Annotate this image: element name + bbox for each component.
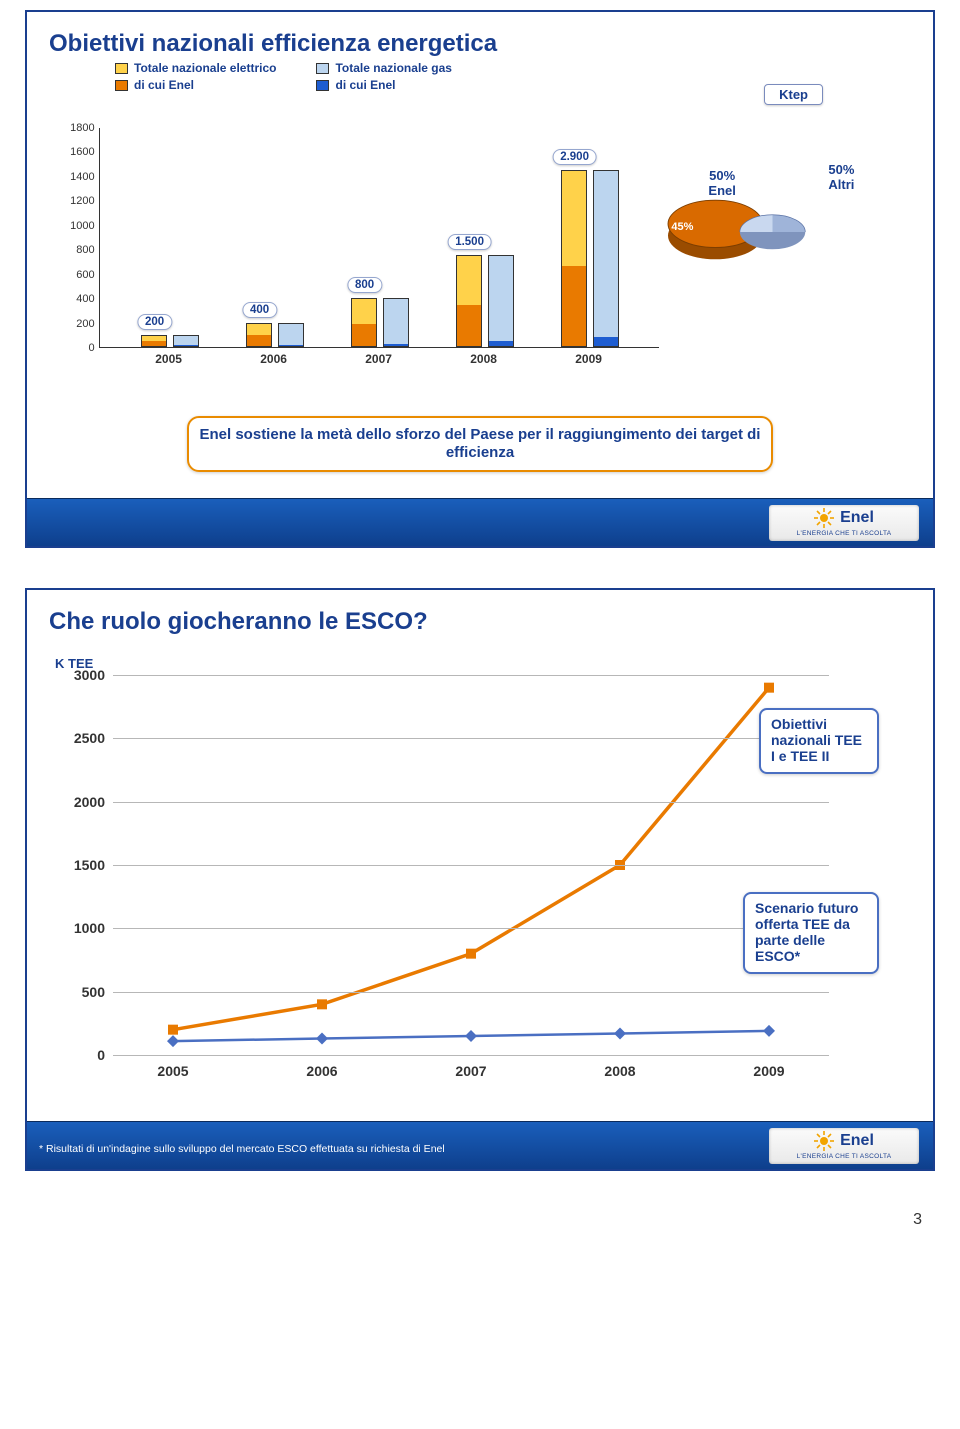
gridline <box>113 1055 829 1056</box>
y2-tick: 500 <box>59 984 105 1000</box>
y-tick: 1400 <box>70 171 94 183</box>
bar-group <box>345 127 415 347</box>
slide-efficienza: Obiettivi nazionali efficienza energetic… <box>25 10 935 548</box>
gridline <box>113 802 829 803</box>
y2-tick: 0 <box>59 1047 105 1063</box>
pie-chart: 50% Enel 50% Altri 45% 5% <box>653 162 911 362</box>
gridline <box>113 738 829 739</box>
bar-gas <box>173 335 199 347</box>
footer-brand: Enel <box>840 512 874 523</box>
x2-tick: 2006 <box>306 1063 337 1079</box>
x-category: 2009 <box>554 352 624 366</box>
bar-chart: 020040060080010001200140016001800 200400… <box>99 128 654 388</box>
ktee-label: K TEE <box>55 656 917 671</box>
y-tick: 0 <box>88 342 94 354</box>
footer-logo-2: Enel L'ENERGIA CHE TI ASCOLTA <box>769 1128 919 1164</box>
pie-enel-inner: 45% <box>671 220 693 235</box>
y2-tick: 3000 <box>59 667 105 683</box>
x-category: 2008 <box>449 352 519 366</box>
y2-tick: 1000 <box>59 920 105 936</box>
gridline <box>113 928 829 929</box>
chart2-plot <box>113 675 829 1055</box>
page-number: 3 <box>0 1211 922 1229</box>
callout-esco: Scenario futuro offerta TEE da parte del… <box>743 892 879 974</box>
footer-band-2: * Risultati di un'indagine sullo svilupp… <box>27 1121 933 1169</box>
y-tick: 600 <box>76 269 94 281</box>
bar-elec <box>561 170 587 347</box>
y-tick: 400 <box>76 293 94 305</box>
footer-band: Enel L'ENERGIA CHE TI ASCOLTA <box>27 498 933 546</box>
y-tick: 800 <box>76 244 94 256</box>
bar-gas <box>488 255 514 347</box>
slide1-title: Obiettivi nazionali efficienza energetic… <box>49 30 911 58</box>
gridline <box>113 865 829 866</box>
swatch-gas-enel <box>316 80 329 91</box>
footnote: * Risultati di un'indagine sullo svilupp… <box>39 1143 445 1155</box>
value-badge: 800 <box>347 277 382 293</box>
x2-tick: 2005 <box>157 1063 188 1079</box>
legend-elec-enel: di cui Enel <box>134 77 194 93</box>
chart1-legend: Totale nazionale elettrico di cui Enel T… <box>115 60 452 94</box>
sun-icon <box>814 508 834 528</box>
bar-gas <box>593 170 619 347</box>
x-category: 2005 <box>134 352 204 366</box>
swatch-elec-total <box>115 63 128 74</box>
x2-tick: 2008 <box>604 1063 635 1079</box>
value-badge: 1.500 <box>447 234 492 250</box>
swatch-gas-total <box>316 63 329 74</box>
bar-gas <box>383 298 409 347</box>
x2-tick: 2007 <box>455 1063 486 1079</box>
bar-elec <box>351 298 377 347</box>
pie-altri-inner: 5% <box>785 206 799 221</box>
y2-tick: 2500 <box>59 730 105 746</box>
chart1-plot: 200 400 800 1.500 2.900 <box>99 128 659 348</box>
bar-elec <box>141 335 167 347</box>
legend-elec-total: Totale nazionale elettrico <box>134 60 276 76</box>
bar-gas <box>278 323 304 347</box>
pie-altri-label: 50% Altri <box>828 162 854 192</box>
legend-gas-enel: di cui Enel <box>335 77 395 93</box>
y-tick: 1600 <box>70 146 94 158</box>
x-category: 2007 <box>344 352 414 366</box>
gridline <box>113 675 829 676</box>
footer-tagline: L'ENERGIA CHE TI ASCOLTA <box>797 1151 892 1162</box>
y2-tick: 1500 <box>59 857 105 873</box>
line-chart: 0500100015002000250030002005200620072008… <box>69 675 829 1105</box>
legend-gas-total: Totale nazionale gas <box>335 60 451 76</box>
bar-elec <box>456 255 482 347</box>
value-badge: 2.900 <box>552 149 597 165</box>
sun-icon <box>814 1131 834 1151</box>
y2-tick: 2000 <box>59 794 105 810</box>
value-badge: 200 <box>137 314 172 330</box>
x-category: 2006 <box>239 352 309 366</box>
pie-enel-label: 50% Enel <box>708 168 735 198</box>
footer-logo: Enel L'ENERGIA CHE TI ASCOLTA <box>769 505 919 541</box>
chart1-y-axis: 020040060080010001200140016001800 <box>61 128 99 348</box>
slide-esco: Che ruolo giocheranno le ESCO? K TEE 0 50… <box>25 588 935 1171</box>
swatch-elec-enel <box>115 80 128 91</box>
bar-elec <box>246 323 272 347</box>
unit-badge: Ktep <box>764 84 823 105</box>
slide2-title: Che ruolo giocheranno le ESCO? <box>49 608 911 636</box>
y-tick: 1200 <box>70 195 94 207</box>
gridline <box>113 992 829 993</box>
y-tick: 200 <box>76 318 94 330</box>
footer-tagline: L'ENERGIA CHE TI ASCOLTA <box>797 528 892 539</box>
message-box: Enel sostiene la metà dello sforzo del P… <box>187 416 773 472</box>
y-tick: 1000 <box>70 220 94 232</box>
callout-obiettivi: Obiettivi nazionali TEE I e TEE II <box>759 708 879 774</box>
y-tick: 1800 <box>70 122 94 134</box>
x2-tick: 2009 <box>753 1063 784 1079</box>
footer-brand: Enel <box>840 1135 874 1146</box>
value-badge: 400 <box>242 302 277 318</box>
